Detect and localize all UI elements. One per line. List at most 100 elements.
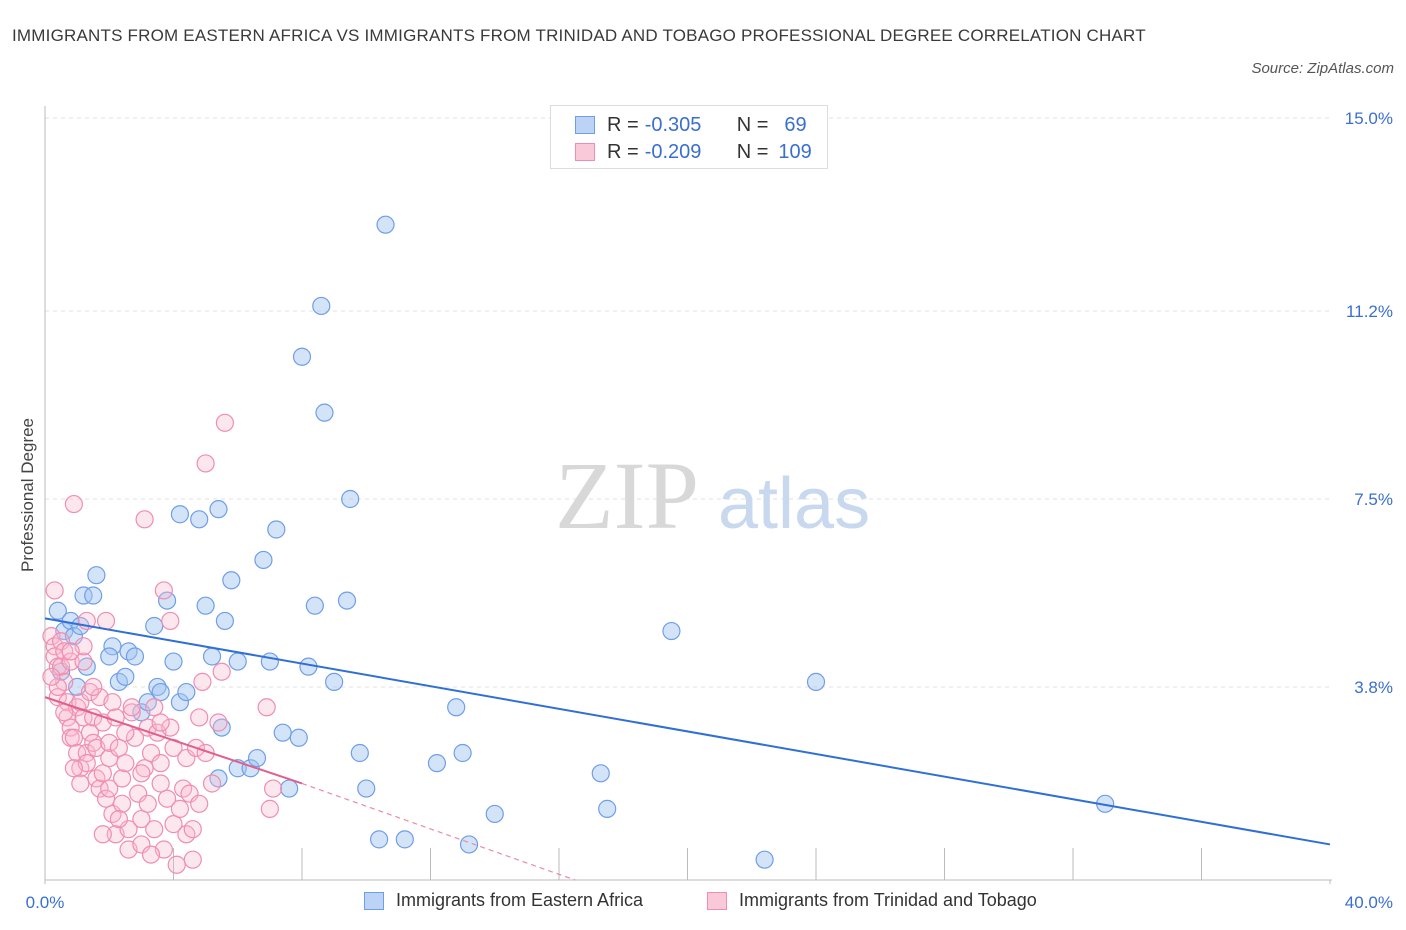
legend-n-value: 69 [784, 113, 807, 136]
data-point-0-28 [215, 611, 234, 631]
data-point-0-29 [222, 571, 241, 590]
data-point-1-102 [183, 850, 202, 869]
trend-line-eastern-africa [44, 617, 1331, 846]
legend-swatch-pink [707, 891, 727, 910]
data-point-1-26 [80, 682, 100, 702]
data-point-0-56 [447, 698, 466, 717]
legend-n-label: N = [736, 140, 769, 163]
data-point-1-80 [193, 672, 212, 691]
data-point-1-63 [151, 774, 170, 793]
data-point-1-9 [55, 642, 74, 661]
trend-line-trinidad-tobago-extension [301, 782, 576, 881]
data-point-0-16 [145, 616, 164, 636]
data-point-0-46 [315, 403, 334, 422]
data-point-1-21 [74, 652, 93, 671]
data-point-1-16 [64, 494, 84, 514]
data-point-0-22 [177, 682, 196, 702]
data-point-1-86 [215, 413, 234, 432]
data-point-1-51 [125, 728, 145, 747]
data-point-0-10 [100, 647, 119, 666]
data-point-0-53 [376, 215, 395, 234]
legend-swatch-blue [575, 116, 595, 134]
data-point-0-59 [485, 804, 504, 824]
data-point-0-31 [212, 718, 231, 737]
data-point-1-40 [103, 693, 122, 712]
data-point-1-103 [132, 764, 151, 783]
data-point-0-55 [427, 754, 447, 773]
legend-item-eastern-africa: Immigrants from Eastern Africa [364, 890, 643, 911]
data-point-1-83 [202, 774, 222, 793]
data-point-1-13 [61, 718, 80, 737]
legend-swatch-pink [575, 143, 595, 161]
data-point-0-26 [202, 647, 222, 666]
data-point-0-8 [77, 657, 96, 676]
data-point-1-15 [64, 728, 84, 747]
correlation-legend: R = -0.305 N = 69 R = -0.209 N = 109 [550, 105, 828, 169]
data-point-0-30 [228, 652, 247, 671]
y-tick-label-2: 11.2% [1346, 302, 1393, 321]
data-point-1-0 [42, 627, 61, 646]
data-point-0-9 [103, 637, 122, 656]
data-point-0-19 [157, 591, 177, 610]
data-point-0-0 [48, 601, 67, 620]
data-point-0-5 [74, 586, 93, 605]
data-point-1-29 [84, 733, 103, 752]
data-point-1-84 [209, 713, 228, 732]
data-point-0-35 [247, 748, 267, 768]
y-tick-label-0: 3.8% [1354, 678, 1393, 697]
data-point-1-50 [122, 703, 141, 722]
x-tick-label-0: 0.0% [26, 893, 65, 912]
data-point-0-38 [267, 520, 286, 539]
data-point-1-32 [90, 779, 109, 798]
data-point-1-22 [74, 708, 93, 727]
data-point-0-61 [598, 799, 617, 818]
legend-row-trinidad-tobago: R = -0.209 N = 109 [575, 139, 812, 165]
data-point-1-27 [80, 723, 100, 742]
legend-row-eastern-africa: R = -0.305 N = 69 [575, 112, 807, 138]
data-point-1-57 [138, 794, 157, 813]
data-point-0-51 [357, 779, 376, 798]
data-point-0-68 [116, 667, 135, 686]
data-point-1-105 [61, 642, 80, 661]
legend-r-value: -0.305 [644, 113, 702, 136]
data-point-1-70 [167, 855, 186, 874]
data-point-1-108 [151, 713, 170, 732]
x-tick-label-1: 40.0% [1345, 893, 1393, 912]
data-point-1-60 [145, 698, 164, 717]
data-point-1-36 [96, 789, 116, 808]
data-point-1-90 [263, 779, 283, 798]
data-point-0-24 [190, 510, 209, 529]
data-point-0-45 [312, 296, 331, 316]
legend-label: Immigrants from Eastern Africa [396, 890, 644, 910]
data-point-1-96 [122, 698, 141, 717]
legend-swatch-blue [364, 891, 384, 910]
legend-item-trinidad-tobago: Immigrants from Trinidad and Tobago [707, 890, 1037, 911]
data-point-0-49 [341, 489, 360, 509]
data-point-1-87 [135, 510, 154, 529]
data-point-1-78 [190, 708, 209, 727]
data-point-0-21 [170, 693, 190, 712]
data-point-1-89 [260, 799, 279, 818]
data-point-0-47 [325, 672, 344, 691]
data-point-1-99 [93, 825, 112, 844]
axes [44, 106, 1332, 884]
data-point-1-55 [135, 759, 154, 778]
data-point-1-88 [257, 698, 276, 717]
data-point-1-106 [71, 774, 90, 793]
data-point-1-44 [109, 738, 128, 758]
data-point-1-69 [164, 815, 183, 834]
data-point-1-38 [100, 779, 119, 798]
data-point-0-60 [591, 764, 610, 783]
data-point-1-94 [64, 759, 84, 778]
data-point-0-17 [148, 677, 167, 697]
data-point-0-20 [164, 652, 183, 671]
data-point-1-71 [170, 799, 190, 818]
data-point-1-76 [183, 820, 202, 839]
legend-r-label: R = [607, 140, 639, 163]
trend-line-trinidad-tobago [44, 696, 303, 785]
data-point-1-39 [100, 733, 119, 752]
data-point-1-79 [190, 794, 209, 813]
data-point-0-54 [395, 830, 414, 849]
data-point-0-27 [209, 500, 228, 519]
